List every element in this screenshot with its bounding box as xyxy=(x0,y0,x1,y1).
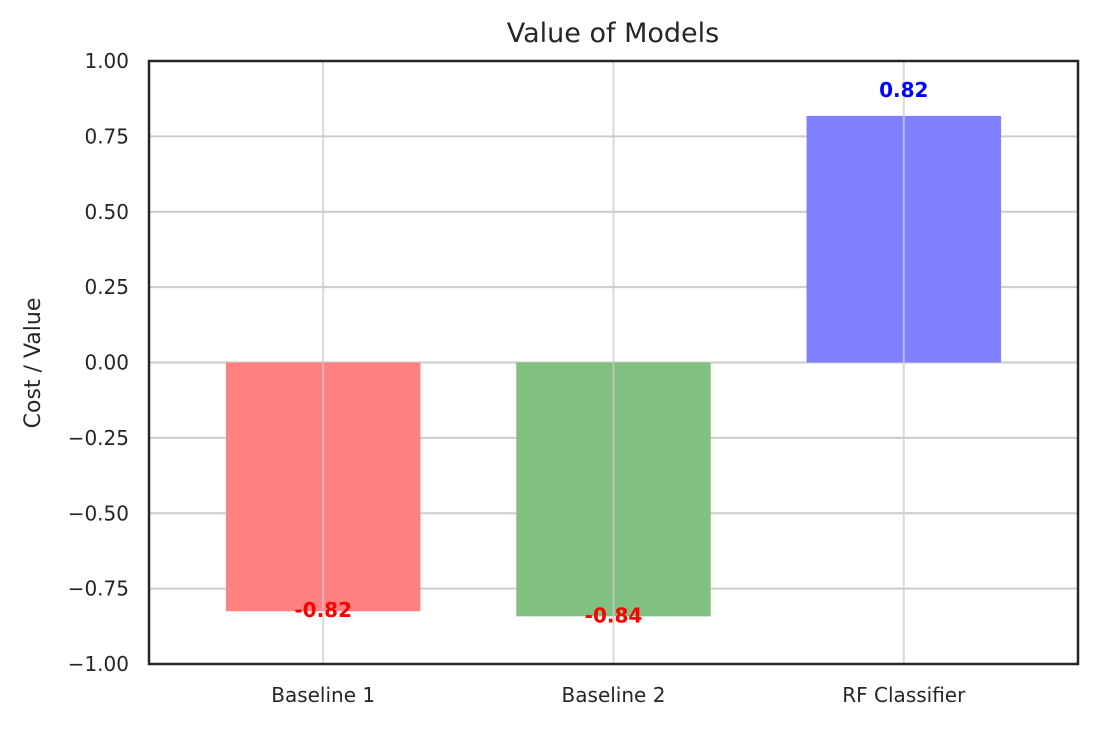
chart-title: Value of Models xyxy=(507,18,719,49)
vertical-grid-lines xyxy=(322,61,905,664)
plot-frame xyxy=(147,59,1080,666)
y-tick-label: 0.25 xyxy=(84,275,129,299)
y-tick-label: 0.50 xyxy=(84,200,129,224)
data-labels: -0.82 -0.84 0.82 xyxy=(294,78,928,627)
data-label: -0.82 xyxy=(294,598,352,622)
data-label: -0.84 xyxy=(585,603,643,627)
y-tick-label: −1.00 xyxy=(68,652,129,676)
x-tick-label: RF Classifier xyxy=(842,683,966,707)
y-tick-label: −0.75 xyxy=(68,577,129,601)
x-tick-label: Baseline 2 xyxy=(562,683,666,707)
y-tick-label: −0.50 xyxy=(68,501,129,525)
x-tick-label: Baseline 1 xyxy=(271,683,375,707)
y-tick-labels: −1.00 −0.75 −0.50 −0.25 0.00 0.25 0.50 0.75 1.00 xyxy=(68,49,129,676)
y-tick-label: −0.25 xyxy=(68,426,129,450)
x-tick-labels: Baseline 1 Baseline 2 RF Classifier xyxy=(271,683,966,707)
y-tick-label: 0.75 xyxy=(84,124,129,148)
y-tick-label: 1.00 xyxy=(84,49,129,73)
data-label: 0.82 xyxy=(879,78,928,102)
y-tick-label: 0.00 xyxy=(84,351,129,375)
y-axis-label: Cost / Value xyxy=(21,298,46,429)
